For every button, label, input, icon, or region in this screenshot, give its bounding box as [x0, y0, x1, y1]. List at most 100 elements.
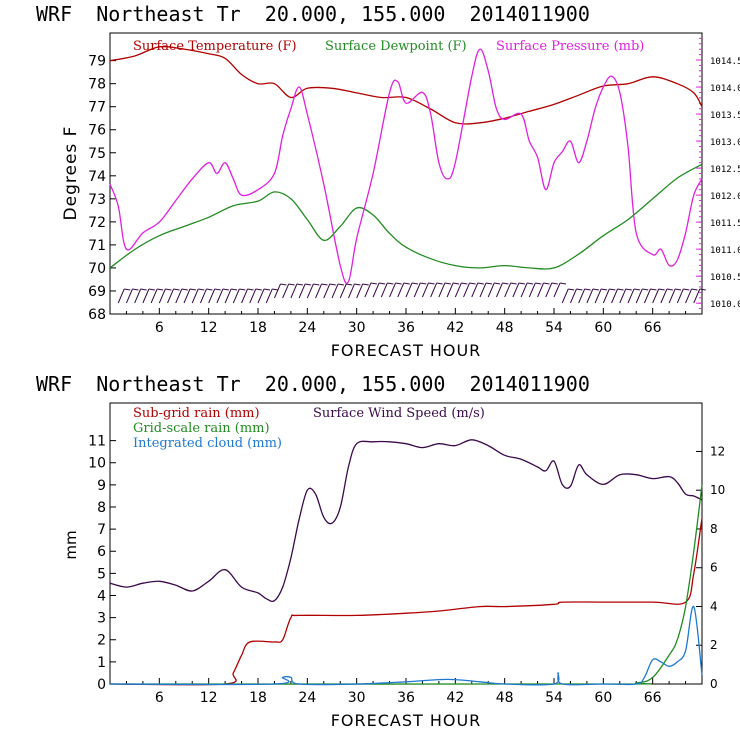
wind-barb	[224, 288, 232, 304]
wind-barb	[578, 288, 586, 304]
y-tick-label: 70	[88, 261, 106, 277]
y-tick-label: 5	[97, 566, 106, 582]
wind-barb-flag	[280, 283, 287, 286]
y-tick-label: 77	[88, 100, 106, 116]
wind-barb-flag	[198, 288, 205, 291]
y-tick-label: 69	[88, 284, 106, 300]
wind-barb-flag	[609, 288, 616, 291]
wind-barb	[553, 282, 561, 298]
wind-barb	[405, 282, 413, 298]
y-right-tick-label: 1010.5	[710, 273, 740, 283]
wind-barb-flag	[411, 282, 419, 285]
y-tick-label: 7	[97, 522, 106, 538]
wind-barb	[569, 288, 577, 304]
wind-barb	[463, 282, 471, 298]
wind-barb	[306, 283, 314, 299]
wind-barb-flag	[485, 282, 493, 285]
wind-barb-flag	[650, 288, 657, 291]
wind-barb-flag	[675, 288, 682, 291]
series-line-surface-temperature-f	[109, 45, 703, 125]
wind-barb-flag	[420, 282, 427, 285]
y-right-tick-label: 1012.5	[710, 165, 740, 175]
wind-barb-flag	[387, 282, 394, 285]
x-tick-label: 42	[446, 690, 464, 706]
wind-barb	[471, 282, 479, 298]
wind-barb-flag	[502, 282, 509, 285]
y-right-tick-label: 1013.5	[710, 111, 740, 121]
wind-barb	[183, 288, 191, 304]
x-tick-label: 60	[594, 690, 612, 706]
wind-barb-flag	[354, 283, 361, 286]
wind-barb-flag	[683, 288, 690, 291]
x-tick-label: 12	[200, 690, 218, 706]
wind-barb-flag	[140, 288, 147, 291]
wind-barb	[290, 283, 298, 299]
y-tick-label: 9	[97, 478, 106, 494]
wind-barb	[479, 282, 487, 298]
chart2-plot: 6 12 18 24 30 36 42 48 54 60 660123456789101102468…	[88, 434, 725, 706]
wind-barb-flag	[666, 288, 673, 291]
wind-barb-flag	[329, 283, 336, 286]
legend-integrated-cloud: Integrated cloud (mm)	[133, 436, 282, 451]
wind-barb-flag	[305, 283, 312, 286]
wind-barb-flag	[272, 288, 279, 291]
wind-barb	[389, 282, 397, 298]
y-tick-label: 79	[88, 54, 106, 70]
wind-barb	[537, 282, 545, 298]
wind-barb	[635, 288, 643, 304]
wind-barb-flag	[461, 282, 468, 285]
legend-dewpoint: Surface Dewpoint (F)	[325, 39, 467, 54]
wind-barb-flag	[321, 283, 328, 286]
wind-barb-flag	[551, 282, 558, 285]
wind-barb-flag	[165, 288, 172, 291]
wind-barb	[512, 282, 520, 298]
wind-barb	[273, 283, 281, 299]
y-right-tick-label: 1011.5	[710, 219, 740, 229]
wind-barbs	[117, 282, 706, 304]
wind-barb-flag	[239, 288, 246, 291]
wind-barb-flag	[535, 282, 542, 285]
wind-barb	[298, 283, 306, 299]
wind-barb-flag	[403, 282, 410, 285]
wind-barb	[454, 282, 462, 298]
wind-barb	[619, 288, 627, 304]
wind-barb-flag	[231, 288, 238, 291]
x-tick-label: 18	[249, 690, 267, 706]
x-tick-label: 30	[348, 320, 366, 336]
wind-barb	[627, 288, 635, 304]
y-tick-label: 73	[88, 192, 106, 208]
y-tick-label: 4	[97, 588, 106, 604]
wind-barb-flag	[222, 288, 229, 291]
series-line-surface-dewpoint-f	[109, 163, 703, 270]
x-tick-label: 6	[155, 320, 164, 336]
x-tick-label: 24	[298, 690, 316, 706]
x-tick-label: 6	[155, 690, 164, 706]
chart1-frame	[109, 32, 703, 315]
y-tick-label: 10	[88, 456, 106, 472]
legend-pressure: Surface Pressure (mb)	[496, 39, 644, 54]
y-right-tick-label: 1014.5	[710, 57, 740, 67]
wind-barb	[430, 282, 438, 298]
legend-gridscale-rain: Grid-scale rain (mm)	[133, 421, 270, 436]
wind-barb-flag	[568, 288, 575, 291]
x-tick-label: 66	[644, 690, 662, 706]
x-tick-label: 66	[644, 320, 662, 336]
x-tick-label: 18	[249, 320, 267, 336]
y-tick-label: 75	[88, 146, 106, 162]
y-right-tick-label: 1012.0	[710, 192, 740, 202]
wind-barb-flag	[157, 288, 164, 291]
wind-barb	[421, 282, 429, 298]
chart2-ylabel: mm	[62, 530, 80, 559]
series-line-grid-scale-rain-mm	[109, 484, 703, 685]
series-line-surface-wind-speed-m-s	[109, 439, 703, 603]
y-tick-label: 72	[88, 215, 106, 231]
wind-barb-flag	[642, 288, 649, 291]
wind-barb-flag	[477, 282, 484, 285]
wind-barb	[652, 288, 660, 304]
wind-barb	[372, 282, 380, 298]
y-tick-label: 8	[97, 500, 106, 516]
wind-barb	[216, 288, 224, 304]
wind-barb	[413, 282, 421, 298]
wind-barb-flag	[337, 283, 345, 286]
y-right-tick-label: 1014.0	[710, 84, 740, 94]
